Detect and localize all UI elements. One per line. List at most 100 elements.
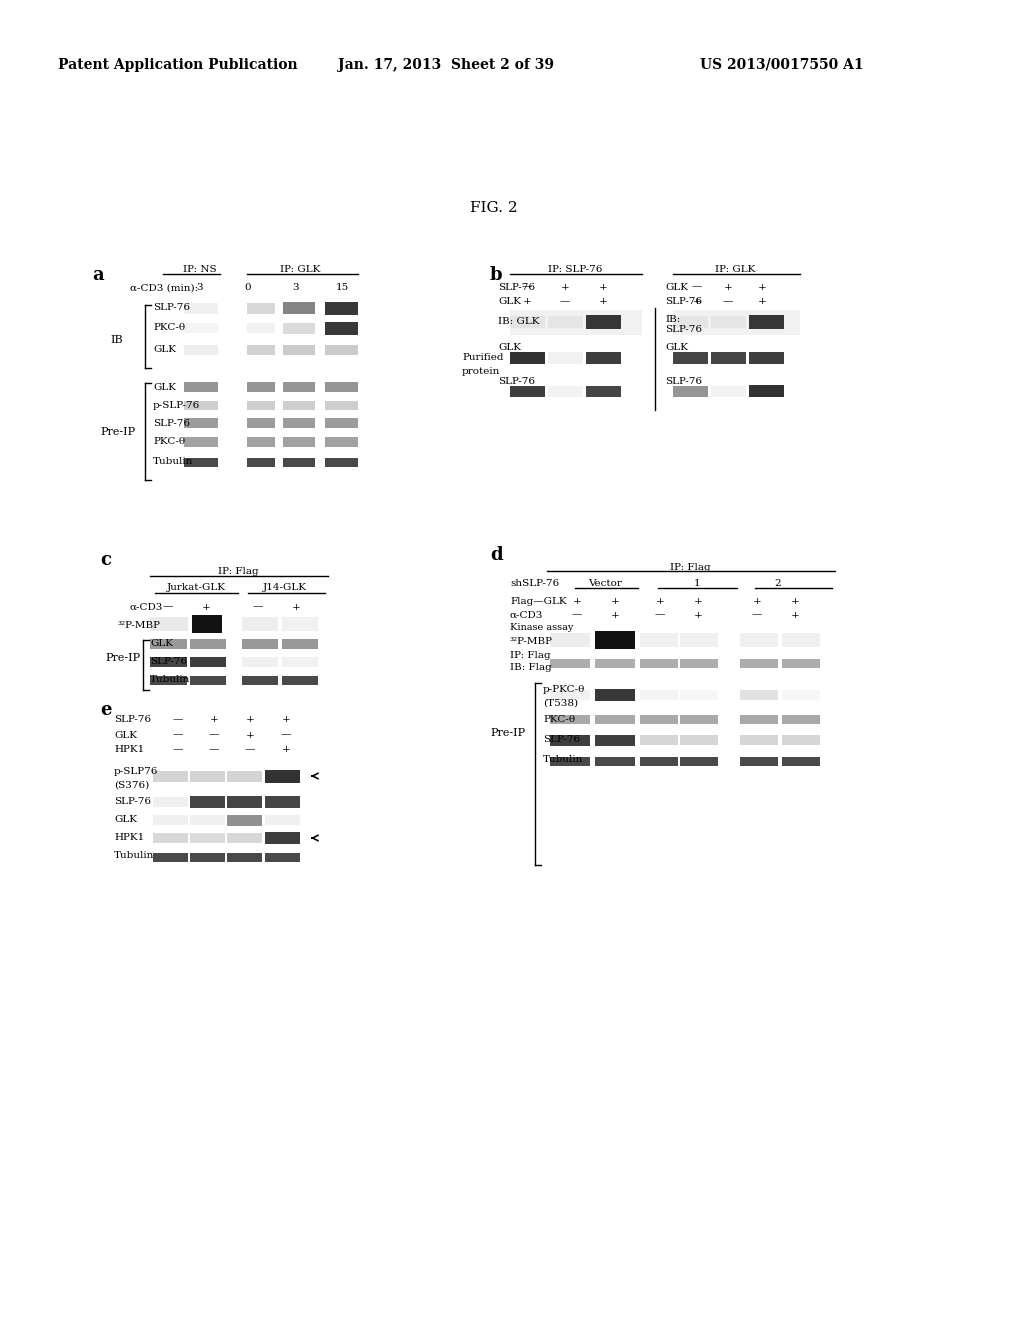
Bar: [282, 616, 318, 631]
Bar: [711, 315, 746, 327]
Text: +: +: [246, 730, 254, 739]
Text: —: —: [173, 746, 183, 755]
Text: +: +: [610, 610, 620, 619]
Bar: [680, 714, 718, 723]
Text: Flag—GLK: Flag—GLK: [510, 597, 566, 606]
Text: 3: 3: [197, 284, 204, 293]
Bar: [283, 381, 315, 392]
Bar: [782, 714, 820, 723]
Bar: [782, 659, 820, 668]
Text: —: —: [752, 610, 762, 619]
Bar: [242, 616, 278, 631]
Bar: [782, 634, 820, 647]
Bar: [325, 400, 358, 409]
Text: PKC-θ: PKC-θ: [543, 715, 575, 725]
Bar: [150, 639, 187, 649]
Text: GLK: GLK: [498, 297, 521, 306]
Bar: [247, 323, 275, 333]
Text: —: —: [173, 715, 183, 725]
Bar: [283, 458, 315, 466]
Bar: [242, 676, 278, 685]
Text: 15: 15: [336, 284, 348, 293]
Bar: [190, 853, 225, 862]
Bar: [265, 796, 300, 808]
Text: +: +: [758, 297, 766, 306]
Bar: [673, 309, 800, 334]
Text: 2: 2: [775, 578, 781, 587]
Bar: [548, 352, 583, 364]
Text: IP: SLP-76: IP: SLP-76: [548, 265, 602, 275]
Bar: [184, 458, 218, 466]
Bar: [510, 352, 545, 364]
Bar: [283, 418, 315, 428]
Bar: [325, 301, 358, 314]
Bar: [595, 659, 635, 668]
Bar: [782, 735, 820, 744]
Bar: [190, 676, 226, 685]
Bar: [184, 323, 218, 333]
Bar: [749, 315, 784, 329]
Bar: [265, 770, 300, 783]
Text: —: —: [163, 602, 173, 611]
Text: SLP-76: SLP-76: [153, 418, 190, 428]
Bar: [586, 385, 621, 396]
Bar: [740, 756, 778, 766]
Text: +: +: [693, 597, 702, 606]
Text: SLP-76: SLP-76: [153, 304, 190, 313]
Bar: [283, 322, 315, 334]
Bar: [153, 853, 188, 862]
Text: SLP-76: SLP-76: [114, 796, 151, 805]
Text: α-CD3 (min):: α-CD3 (min):: [130, 284, 198, 293]
Bar: [640, 690, 678, 700]
Bar: [282, 639, 318, 649]
Bar: [510, 315, 545, 327]
Bar: [190, 639, 226, 649]
Text: GLK: GLK: [665, 343, 688, 352]
Bar: [550, 690, 590, 700]
Text: SLP-76: SLP-76: [498, 282, 535, 292]
Text: Pre-IP: Pre-IP: [105, 653, 140, 663]
Text: SLP-76: SLP-76: [114, 715, 151, 725]
Bar: [190, 833, 225, 843]
Text: PKC-θ: PKC-θ: [153, 437, 185, 446]
Text: IP: Flag: IP: Flag: [670, 562, 711, 572]
Text: +: +: [724, 282, 732, 292]
Bar: [190, 771, 225, 781]
Text: +: +: [791, 610, 800, 619]
Bar: [153, 833, 188, 843]
Text: GLK: GLK: [498, 343, 521, 352]
Text: SLP-76: SLP-76: [665, 297, 702, 306]
Bar: [782, 690, 820, 700]
Bar: [749, 385, 784, 397]
Text: Pre-IP: Pre-IP: [490, 729, 525, 738]
Text: +: +: [753, 597, 762, 606]
Text: —: —: [209, 730, 219, 739]
Bar: [190, 814, 225, 825]
Bar: [184, 345, 218, 355]
Text: IB: IB: [110, 335, 123, 345]
Text: p-SLP-76: p-SLP-76: [153, 400, 201, 409]
Text: Purified: Purified: [462, 354, 504, 363]
Text: p-SLP76: p-SLP76: [114, 767, 159, 776]
Bar: [325, 345, 358, 355]
Text: Tubulin: Tubulin: [114, 851, 155, 861]
Text: —: —: [209, 746, 219, 755]
Bar: [150, 657, 187, 667]
Text: IB: GLK: IB: GLK: [498, 318, 540, 326]
Text: —: —: [723, 297, 733, 306]
Text: Pre-IP: Pre-IP: [100, 426, 135, 437]
Bar: [548, 315, 583, 327]
Bar: [242, 639, 278, 649]
Bar: [227, 853, 262, 862]
Bar: [247, 400, 275, 409]
Text: Vector: Vector: [588, 578, 622, 587]
Text: +: +: [560, 282, 569, 292]
Text: a: a: [92, 267, 103, 284]
Bar: [150, 676, 187, 685]
Text: HPK1: HPK1: [114, 746, 144, 755]
Bar: [227, 771, 262, 781]
Bar: [680, 690, 718, 700]
Text: p-PKC-θ: p-PKC-θ: [543, 685, 586, 694]
Bar: [680, 735, 718, 744]
Bar: [550, 714, 590, 723]
